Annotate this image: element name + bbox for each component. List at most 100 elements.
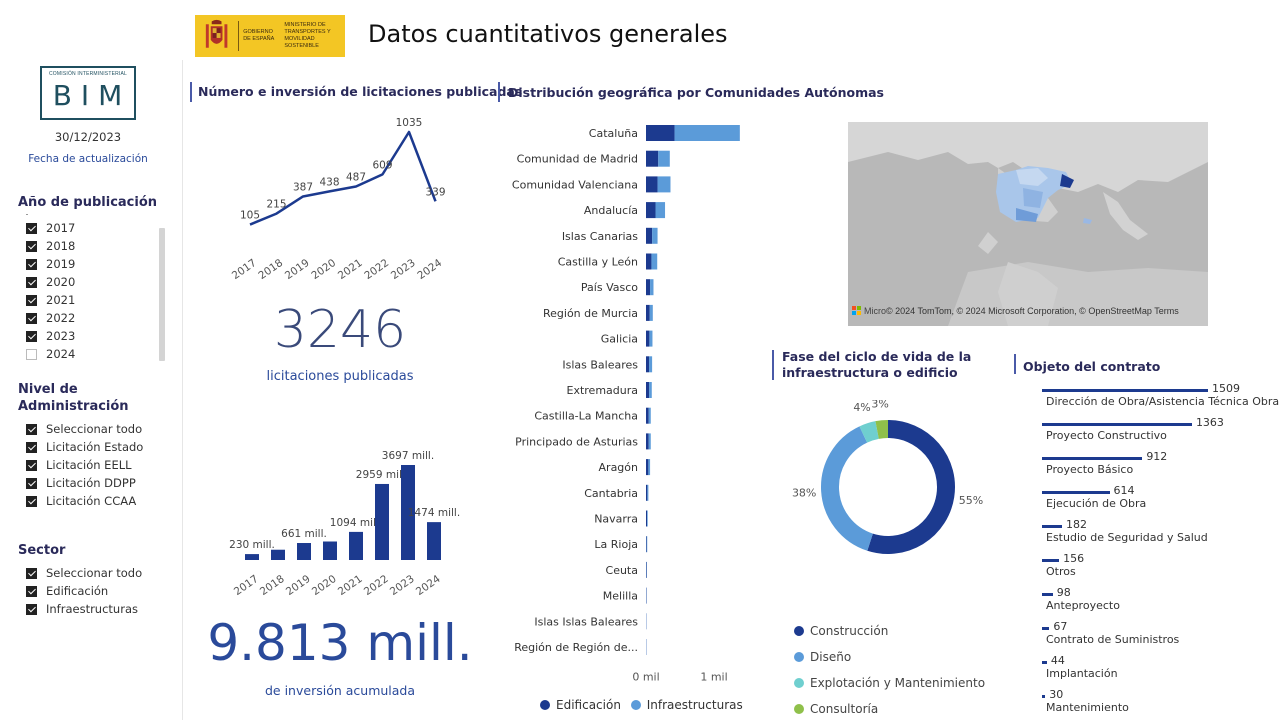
year-option[interactable]: 2022 [26,309,75,327]
admin-option[interactable]: Licitación DDPP [26,474,143,492]
x-tick-label: 2017 [230,257,259,282]
region-bar-segment [646,382,650,398]
region-label: Cantabria [584,487,638,500]
checkbox-icon[interactable] [26,603,37,615]
investment-bar [375,483,389,560]
region-label: Aragón [599,461,639,474]
checkbox-icon[interactable] [26,294,37,306]
contract-label: Dirección de Obra/Asistencia Técnica Obr… [1046,395,1280,408]
region-legend: Edificación Infraestructuras [540,698,743,712]
region-bar-segment [646,330,650,347]
investment-bar [245,554,259,560]
year-option[interactable]: 2017 [26,219,75,237]
sector-option[interactable]: Seleccionar todo [26,564,142,582]
region-label: Castilla y León [558,256,638,269]
year-option[interactable]: 2020 [26,273,75,291]
checkbox-icon[interactable] [26,312,37,324]
region-bar-segment [647,510,648,527]
contract-value: 1363 [1195,416,1224,429]
region-bar-segment [648,459,651,476]
region-bar-segment [646,433,649,450]
contract-label: Mantenimiento [1046,701,1129,714]
section-accent [498,82,500,102]
section-accent [1014,354,1016,374]
region-bar-segment [646,536,648,553]
legend-dot-icon [794,678,804,688]
contract-label: Estudio de Seguridad y Salud [1046,531,1208,544]
logo-text-1: GOBIERNO DE ESPAÑA [243,29,275,42]
tenders-section-title: Número e inversión de licitaciones publi… [198,84,523,99]
region-bar-segment [657,176,671,193]
map-attribution[interactable]: © 2024 TomTom, © 2024 Microsoft Corporat… [886,306,1179,316]
lifecycle-donut-chart: 55% 38% 4% 3% [792,400,983,554]
checkbox-icon[interactable] [26,441,37,453]
sector-option[interactable]: Infraestructuras [26,600,142,618]
admin-option[interactable]: Licitación CCAA [26,492,143,510]
investment-label: de inversión acumulada [264,683,416,698]
contract-value: 182 [1066,518,1088,531]
legend-dot-icon [794,652,804,662]
map-canvas [848,122,1208,326]
checkbox-icon[interactable] [26,423,37,435]
region-bar-segment [646,253,652,270]
update-date: 30/12/2023 [54,130,122,144]
checkbox-icon[interactable] [26,276,37,288]
contract-value: 912 [1146,450,1168,463]
data-label: 1094 mill. [330,517,382,529]
checkbox-icon[interactable] [26,585,37,597]
year-option[interactable]: 2021 [26,291,75,309]
ministry-logo: GOBIERNO DE ESPAÑA MINISTERIO DE TRANSPO… [195,15,345,57]
data-label: 339 [425,186,445,198]
year-option[interactable]: 2024 [26,345,75,363]
donut-slice [859,421,880,443]
investment-bar [401,465,415,560]
contract-label: Otros [1046,565,1076,578]
checkbox-icon[interactable] [26,477,37,489]
sector-option[interactable]: Edificación [26,582,142,600]
contract-label: Proyecto Básico [1046,463,1134,476]
checkbox-icon[interactable] [26,258,37,270]
region-label: Región de Murcia [543,307,638,320]
region-bar-segment [648,433,651,450]
checkbox-icon[interactable] [26,495,37,507]
sector-slicer-title: Sector [18,543,66,558]
data-label: 55% [959,494,983,507]
data-label: 438 [319,176,339,188]
checkbox-icon[interactable] [26,348,37,360]
contract-label: Contrato de Suministros [1046,633,1180,646]
contract-bar [1042,559,1060,562]
admin-option[interactable]: Licitación Estado [26,438,143,456]
year-option[interactable]: 2019 [26,255,75,273]
donut-slice [875,420,889,439]
tenders-count-label: licitaciones publicadas [266,369,414,384]
x-tick-label: 2017 [232,573,261,598]
sector-slicer-list: Seleccionar todo Edificación Infraestruc… [26,564,142,618]
region-map[interactable]: Micro © 2024 TomTom, © 2024 Microsoft Co… [848,122,1208,326]
contract-label: Implantación [1046,667,1118,680]
checkbox-icon[interactable] [26,240,37,252]
contract-label: Anteproyecto [1046,599,1120,612]
contract-bar [1042,593,1053,596]
checkbox-icon[interactable] [26,222,37,234]
contract-value: 156 [1063,552,1085,565]
x-tick-label: 2021 [336,257,365,282]
region-bar-segment [647,484,649,501]
lifecycle-legend: Construcción Diseño Explotación y Manten… [794,618,985,720]
admin-option[interactable]: Licitación EELL [26,456,143,474]
legend-item: Construcción [794,618,985,644]
region-label: Comunidad Valenciana [512,178,638,191]
checkbox-icon[interactable] [26,330,37,342]
contract-label: Ejecución de Obra [1046,497,1147,510]
admin-option[interactable]: Seleccionar todo [26,420,143,438]
section-accent [190,82,192,102]
year-option[interactable]: 2018 [26,237,75,255]
slicer-scrollbar[interactable] [159,228,165,361]
lifecycle-title: Fase del ciclo de vida de la infraestruc… [782,349,972,380]
contract-bar [1042,525,1063,528]
checkbox-icon[interactable] [26,567,37,579]
checkbox-icon[interactable] [26,459,37,471]
year-option[interactable]: 2023 [26,327,75,345]
region-bar-segment [646,484,648,501]
region-label: Castilla-La Mancha [534,410,638,423]
investment-kpi: 9.813 mill. [207,614,473,672]
